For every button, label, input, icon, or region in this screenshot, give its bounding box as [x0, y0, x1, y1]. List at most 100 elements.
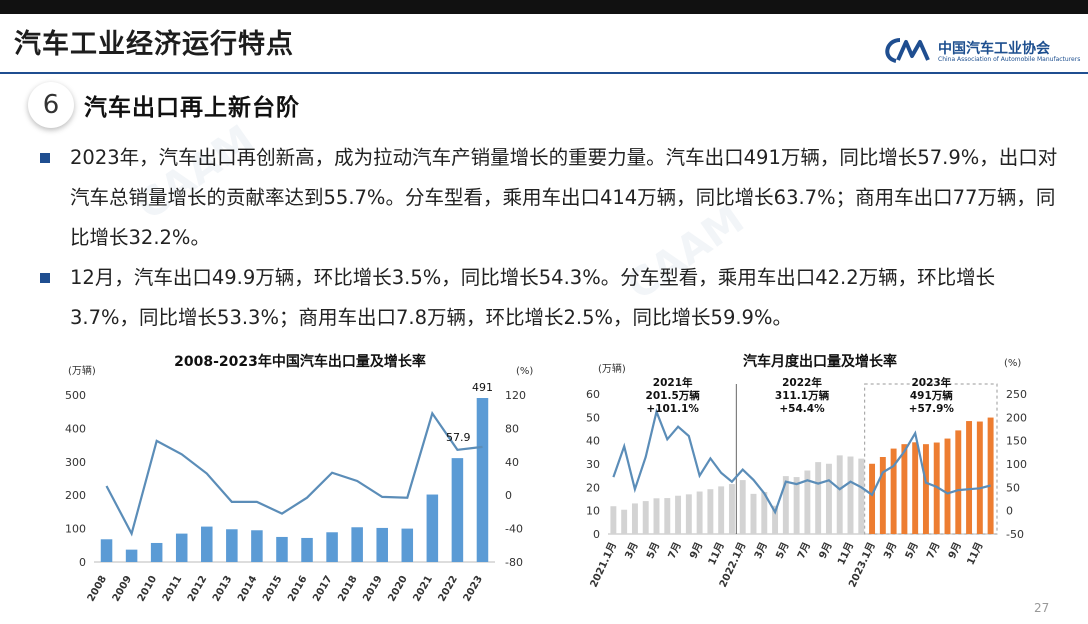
bullet-square-icon [40, 273, 50, 283]
y2-tick-label: 100 [1006, 458, 1027, 471]
monthly-export-bar [966, 421, 973, 534]
monthly-export-bar [869, 463, 876, 534]
monthly-export-bar [772, 505, 779, 534]
monthly-export-bar [631, 503, 638, 534]
monthly-export-bar [621, 509, 628, 534]
y-axis-label: (万辆) [598, 362, 626, 375]
monthly-export-bar [696, 491, 703, 534]
y2-tick-label: 80 [505, 422, 519, 435]
x-tick-label: 5月 [774, 540, 792, 560]
monthly-export-bar [922, 444, 929, 534]
y2-tick-label: 40 [505, 456, 519, 469]
x-tick-label: 2018 [336, 574, 359, 604]
chart-title: 2008-2023年中国汽车出口量及增长率 [174, 353, 426, 370]
monthly-export-bar [728, 484, 735, 534]
y2-tick-label: 0 [505, 489, 512, 502]
monthly-export-bar [675, 495, 682, 534]
y-tick-label: 500 [65, 389, 86, 402]
y-tick-label: 40 [586, 435, 600, 448]
monthly-export-bar [653, 498, 660, 534]
y2-axis-label: (%) [1004, 358, 1021, 369]
bullet-item: 12月，汽车出口49.9万辆，环比增长3.5%，同比增长54.3%。分车型看，乘… [40, 258, 1060, 338]
monthly-export-bar [707, 489, 714, 534]
x-tick-label: 2021 [411, 574, 434, 604]
export-volume-bar [125, 549, 138, 562]
y2-tick-label: 120 [505, 389, 526, 402]
x-tick-label: 3月 [881, 540, 899, 560]
monthly-export-bar [685, 494, 692, 534]
monthly-export-bar [739, 480, 746, 534]
export-volume-bar [201, 526, 213, 562]
growth-rate-line [105, 410, 483, 537]
y-tick-label: 10 [586, 505, 600, 518]
group-annotation: 2022年 [782, 376, 822, 389]
logo-chinese-name: 中国汽车工业协会 [938, 41, 1050, 57]
x-tick-label: 11月 [835, 540, 856, 567]
monthly-export-bar [933, 442, 940, 534]
monthly-export-bar [664, 498, 671, 534]
bullet-text: 2023年，汽车出口再创新高，成为拉动汽车产销量增长的重要力量。汽车出口491万… [70, 146, 1058, 249]
y-tick-label: 30 [586, 458, 600, 471]
monthly-export-bar [782, 476, 789, 534]
top-black-bar [0, 0, 1088, 14]
x-tick-label: 7月 [924, 540, 942, 560]
x-tick-label: 2008 [86, 574, 109, 604]
monthly-export-bar [793, 477, 800, 534]
x-tick-label: 9月 [946, 540, 964, 560]
y2-tick-label: 150 [1006, 435, 1027, 448]
x-tick-label: 2013 [211, 574, 234, 604]
caam-logo: 中国汽车工业协会 China Association of Automobile… [880, 34, 1080, 68]
group-annotation: +57.9% [909, 403, 955, 415]
caam-logo-icon [885, 38, 930, 63]
monthly-export-bar [761, 492, 768, 534]
monthly-export-bar [847, 456, 854, 534]
x-tick-label: 2021.1月 [588, 540, 619, 589]
monthly-growth-line [612, 408, 991, 515]
x-tick-label: 11月 [965, 540, 986, 567]
x-tick-label: 5月 [903, 540, 921, 560]
monthly-export-bar [750, 493, 757, 534]
logo-english-name: China Association of Automobile Manufact… [938, 56, 1081, 63]
export-volume-bar [426, 494, 439, 562]
y2-tick-label: -50 [1006, 528, 1024, 541]
y-tick-label: 50 [586, 411, 600, 424]
monthly-export-bar [836, 455, 843, 534]
page-number: 27 [1034, 601, 1050, 615]
bullet-square-icon [40, 153, 50, 163]
x-tick-label: 2011 [161, 574, 184, 604]
group-annotation: 2023年 [911, 376, 951, 389]
y-tick-label: 0 [79, 556, 86, 569]
monthly-export-bar [944, 438, 951, 534]
monthly-export-bar [976, 421, 983, 534]
monthly-export-bar [825, 463, 832, 534]
x-tick-label: 2017 [311, 574, 334, 604]
y-tick-label: 200 [65, 489, 86, 502]
monthly-export-bar [815, 462, 822, 534]
section-number-badge: 6 [28, 82, 74, 128]
export-volume-bar [401, 528, 414, 562]
x-tick-label: 9月 [687, 540, 705, 560]
monthly-export-bar [610, 506, 617, 534]
y2-axis-label: (%) [516, 366, 533, 377]
export-volume-bar [351, 527, 363, 562]
y-tick-label: 20 [586, 481, 600, 494]
x-tick-label: 2020 [386, 574, 409, 604]
export-volume-bar [476, 398, 489, 562]
export-volume-bar [100, 539, 113, 562]
highlight-2023-box [864, 383, 998, 535]
annual-export-chart: 2008-2023年中国汽车出口量及增长率 (万辆) (%) 0 100 200 300 40… [65, 353, 533, 604]
page-header-title: 汽车工业经济运行特点 [14, 29, 294, 60]
x-tick-label: 9月 [817, 540, 835, 560]
y2-tick-label: -40 [505, 523, 523, 536]
group-annotation: +101.1% [646, 403, 699, 415]
x-tick-label: 2009 [111, 574, 134, 604]
y2-tick-label: -80 [505, 556, 523, 569]
x-tick-label: 2010 [136, 574, 159, 604]
monthly-export-bar [955, 430, 962, 534]
x-tick-label: 2015 [261, 574, 284, 604]
y2-tick-label: 200 [1006, 411, 1027, 424]
header-divider [0, 72, 1088, 74]
export-volume-bar [276, 536, 288, 562]
x-tick-label: 11月 [706, 540, 727, 567]
monthly-export-bar [858, 458, 865, 534]
